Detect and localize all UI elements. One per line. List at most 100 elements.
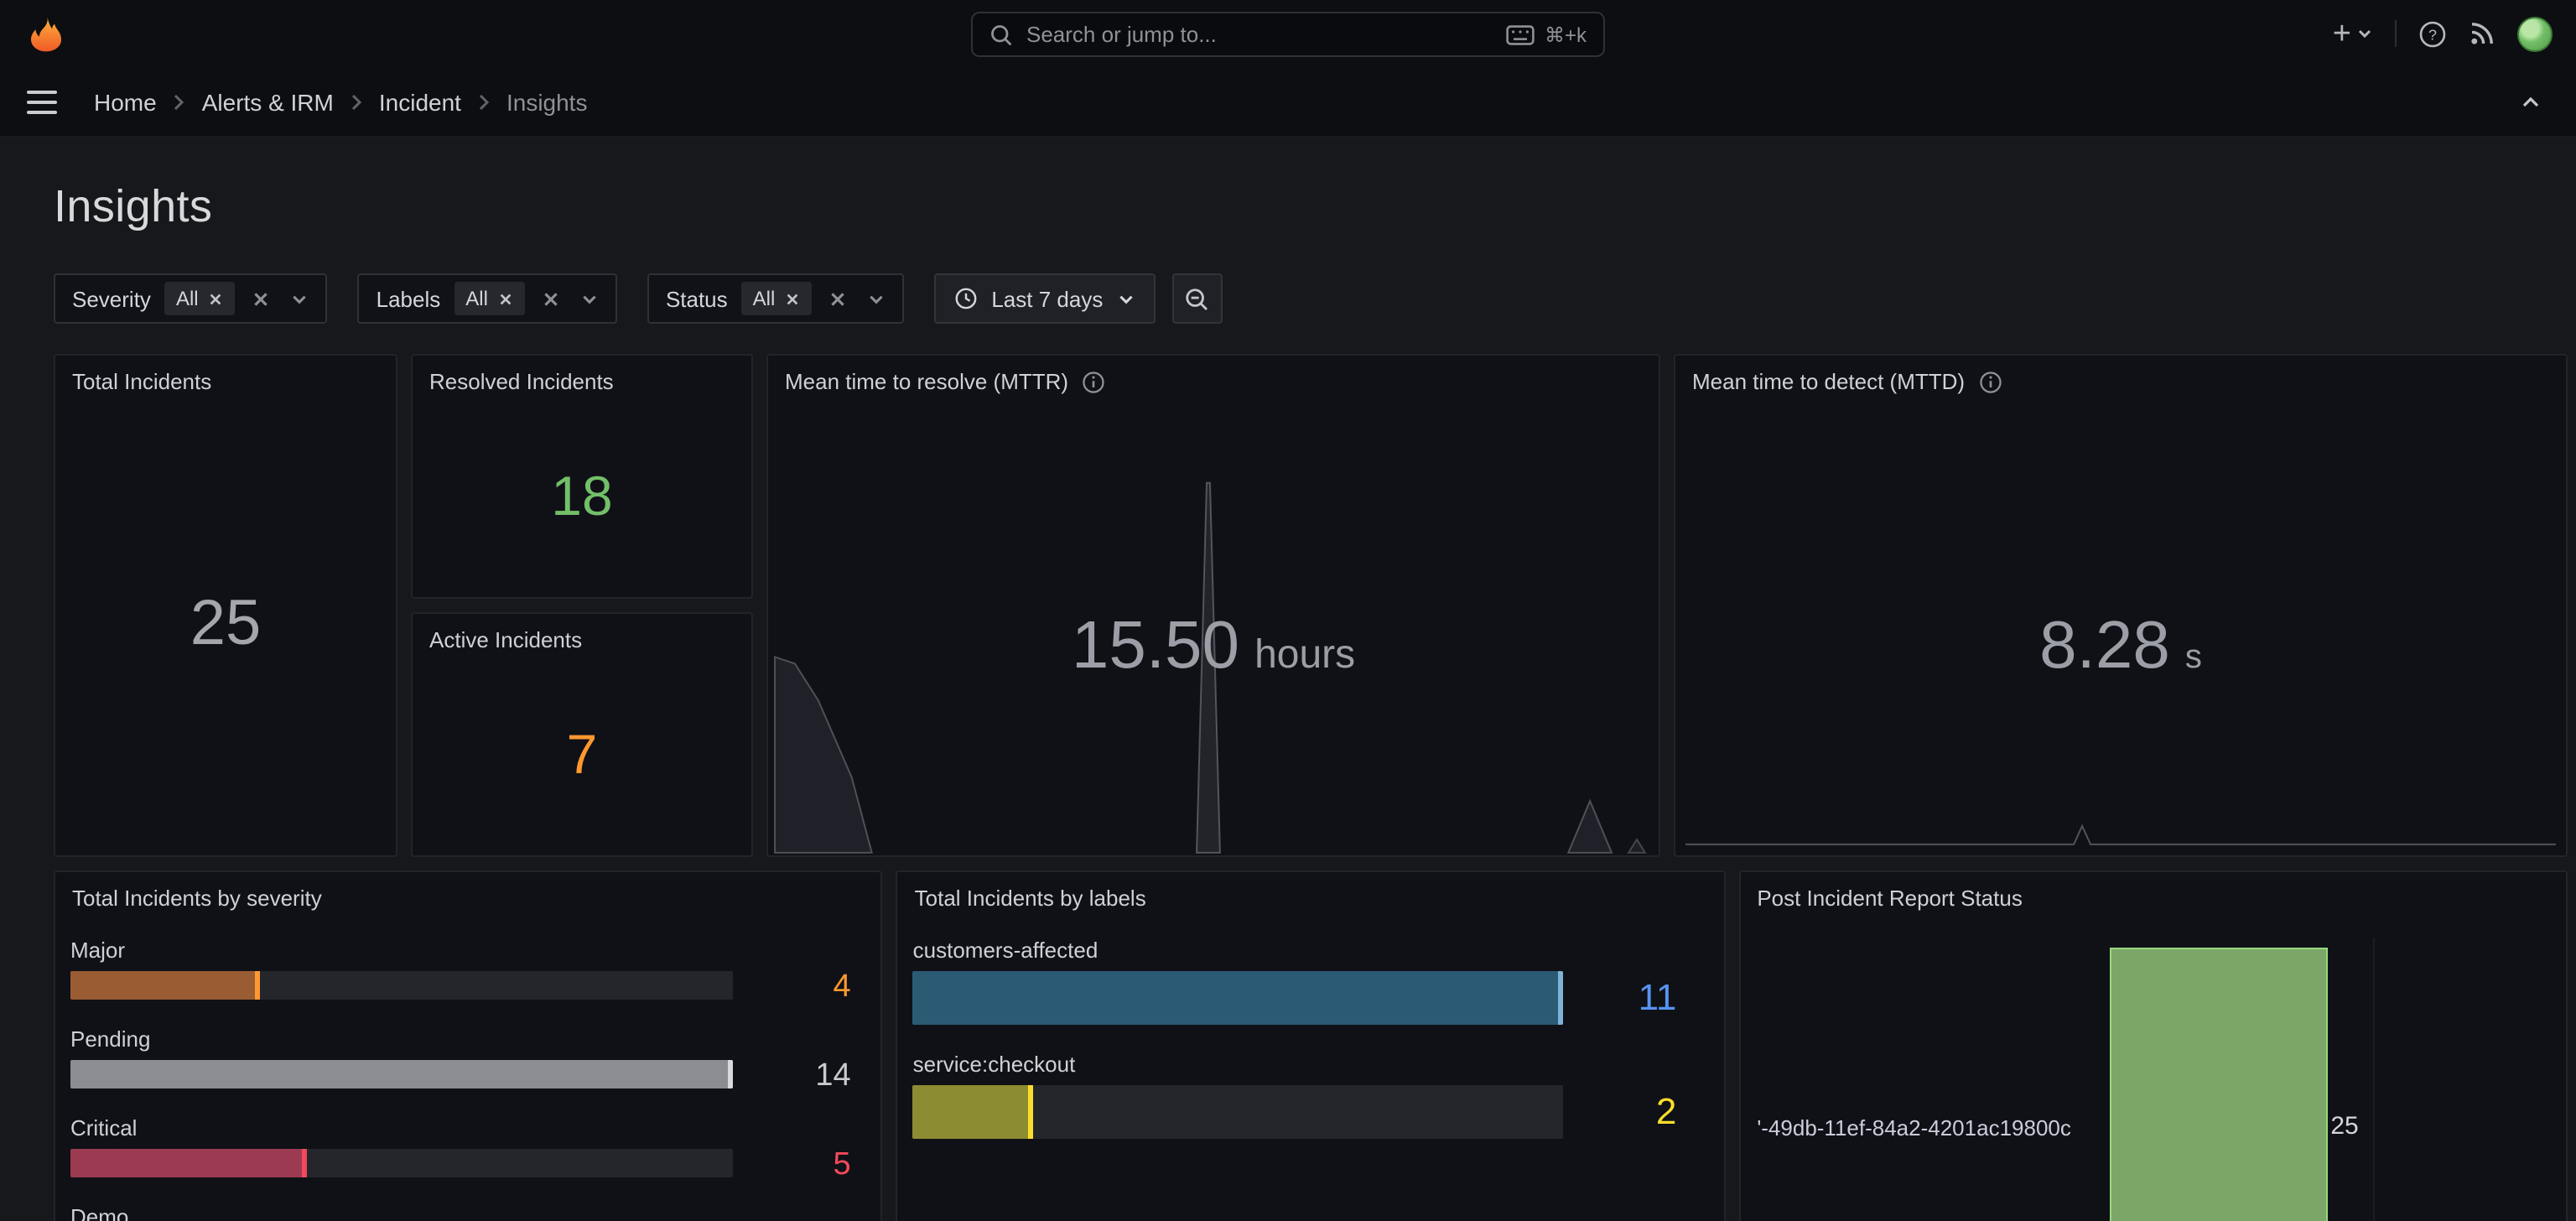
add-button[interactable]: +: [2333, 18, 2373, 49]
stats-row: Total Incidents 25 Resolved Incidents 18…: [54, 354, 2568, 857]
user-avatar[interactable]: [2517, 16, 2553, 51]
filter-status[interactable]: Status All: [647, 273, 905, 324]
filter-value-tag[interactable]: All: [164, 282, 236, 315]
chevron-down-icon[interactable]: [864, 289, 889, 308]
help-icon: ?: [2419, 20, 2446, 47]
labels-row-service-checkout: service:checkout 2: [898, 1052, 1724, 1139]
time-range-picker[interactable]: Last 7 days: [934, 273, 1156, 324]
axis-tick-label: '-49db-11ef-84a2-4201ac19800c: [1757, 1115, 2071, 1140]
collapse-chrome-button[interactable]: [2519, 90, 2549, 113]
info-icon[interactable]: [1082, 370, 1105, 393]
clear-filter-icon[interactable]: [538, 289, 564, 308]
search-shortcut: ⌘+k: [1506, 23, 1587, 46]
bar-edge: [255, 971, 261, 1000]
severity-row-demo: Demo: [55, 1204, 881, 1221]
panel-active-incidents: Active Incidents 7: [411, 612, 753, 857]
breadcrumb-alerts-irm[interactable]: Alerts & IRM: [201, 88, 334, 115]
filter-value-tag[interactable]: All: [454, 282, 525, 315]
report-status-bar: [2109, 948, 2328, 1221]
bar-edge: [1027, 1085, 1033, 1139]
breadcrumb-bar: Home Alerts & IRM Incident Insights: [0, 67, 2576, 138]
svg-text:?: ?: [2428, 25, 2437, 42]
menu-toggle-icon[interactable]: [27, 81, 67, 122]
panel-title: Active Incidents: [429, 627, 583, 652]
dashboard-content: Insights Severity All Labels All: [0, 181, 2576, 1221]
bar-value: 11: [1638, 976, 1677, 1018]
search-input[interactable]: Search or jump to... ⌘+k: [971, 12, 1605, 57]
news-button[interactable]: [2469, 20, 2496, 47]
bar-fill: [70, 1149, 308, 1177]
close-icon[interactable]: [785, 291, 800, 306]
stat-value: 15.50: [1071, 609, 1240, 683]
close-icon[interactable]: [209, 291, 224, 306]
clear-filter-icon[interactable]: [825, 289, 850, 308]
filter-severity[interactable]: Severity All: [54, 273, 328, 324]
breadcrumb: Home Alerts & IRM Incident Insights: [94, 88, 587, 115]
bar-label: service:checkout: [912, 1052, 1076, 1077]
mttd-sparkline: [1685, 824, 2556, 845]
filter-label: Labels: [376, 286, 441, 311]
panel-title: Total Incidents by severity: [72, 886, 322, 911]
bar-track: [70, 1060, 734, 1089]
labels-row-customers-affected: customers-affected 11: [898, 938, 1724, 1025]
bar-edge: [302, 1149, 308, 1177]
breadcrumb-insights: Insights: [506, 88, 588, 115]
mttr-sparkline: [773, 481, 1647, 854]
zoom-out-button[interactable]: [1171, 273, 1223, 324]
panel-title: Total Incidents by labels: [914, 886, 1146, 911]
stat-unit: s: [2184, 639, 2202, 676]
stat-value: 18: [551, 464, 613, 526]
filter-label: Status: [665, 286, 728, 311]
breadcrumb-incident[interactable]: Incident: [378, 88, 461, 115]
panel-resolved-incidents: Resolved Incidents 18: [411, 354, 753, 599]
filter-label: Severity: [72, 286, 151, 311]
bar-value: 4: [833, 969, 851, 1005]
panel-mttr: Mean time to resolve (MTTR) 15.50: [766, 354, 1660, 857]
rss-icon: [2471, 23, 2493, 44]
bar-fill: [70, 971, 261, 1000]
panel-title: Mean time to detect (MTTD): [1692, 369, 1966, 394]
page-title: Insights: [54, 181, 213, 231]
chevron-down-icon[interactable]: [288, 289, 313, 308]
pir-chart: '-49db-11ef-84a2-4201ac19800c 25: [1740, 911, 2566, 1221]
info-icon[interactable]: [1978, 370, 2002, 393]
time-range-label: Last 7 days: [991, 286, 1104, 311]
bar-value: 14: [815, 1058, 851, 1094]
chevron-right-icon: [349, 91, 364, 112]
gridline: [2372, 938, 2375, 1221]
chevron-down-icon[interactable]: [577, 289, 602, 308]
filter-labels[interactable]: Labels All: [357, 273, 617, 324]
breadcrumb-home[interactable]: Home: [94, 88, 157, 115]
bar-label: Major: [70, 938, 126, 963]
search-placeholder: Search or jump to...: [1026, 22, 1217, 47]
bar-track: [70, 971, 734, 1000]
chevron-down-icon: [2358, 29, 2371, 39]
bar-value: 2: [1655, 1090, 1677, 1132]
bar-track: [912, 1085, 1563, 1139]
bar-edge: [1557, 971, 1563, 1025]
bar-label: customers-affected: [912, 938, 1098, 963]
panel-incidents-by-labels: Total Incidents by labels customers-affe…: [896, 870, 1726, 1221]
chevron-down-icon: [1119, 294, 1133, 304]
bar-label: Demo: [70, 1204, 129, 1221]
close-icon[interactable]: [498, 291, 513, 306]
help-button[interactable]: ?: [2418, 19, 2447, 48]
topbar-divider: [2395, 20, 2397, 47]
panel-mttd: Mean time to detect (MTTD) 8.28 s: [1674, 354, 2568, 857]
grafana-logo[interactable]: [23, 12, 67, 55]
grafana-flame-icon: [29, 16, 61, 51]
bar-edge: [728, 1060, 734, 1089]
panel-post-incident-report-status: Post Incident Report Status '-49db-11ef-…: [1738, 870, 2568, 1221]
topbar-actions: + ?: [2333, 16, 2553, 51]
clear-filter-icon[interactable]: [249, 289, 274, 308]
chevron-right-icon: [172, 91, 187, 112]
filter-value-tag[interactable]: All: [740, 282, 813, 315]
labels-bar-rows: customers-affected 11 service:checkout: [898, 938, 1724, 1166]
bar-fill: [912, 1085, 1033, 1139]
panel-title: Resolved Incidents: [429, 369, 614, 394]
axis-value-label: 25: [2330, 1112, 2359, 1140]
bar-value: 5: [833, 1147, 851, 1182]
stat-value: 7: [566, 722, 598, 784]
zoom-out-icon: [1186, 288, 1208, 309]
